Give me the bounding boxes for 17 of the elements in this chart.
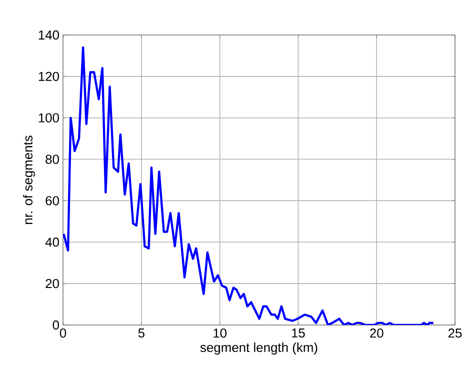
x-tick-label: 15 (292, 328, 305, 338)
y-tick-label: 120 (38, 72, 59, 82)
y-tick-label: 0 (52, 320, 59, 330)
y-tick-label: 40 (45, 238, 59, 247)
line-series (63, 46, 434, 325)
y-tick-label: 100 (38, 113, 59, 122)
x-tick-label: 10 (214, 328, 227, 338)
x-tick-label: 0 (60, 328, 66, 338)
y-tick-label: 20 (46, 278, 59, 288)
x-tick-label: 20 (370, 328, 384, 338)
y-tick-label: 140 (38, 30, 59, 40)
y-tick-label: 80 (46, 154, 59, 164)
y-axis-title: nr. of segments (22, 136, 36, 224)
x-tick-label: 5 (138, 328, 144, 338)
x-tick-label: 25 (448, 328, 462, 338)
y-tick-label: 60 (46, 196, 59, 206)
x-axis-title: segment length (km) (200, 342, 318, 355)
